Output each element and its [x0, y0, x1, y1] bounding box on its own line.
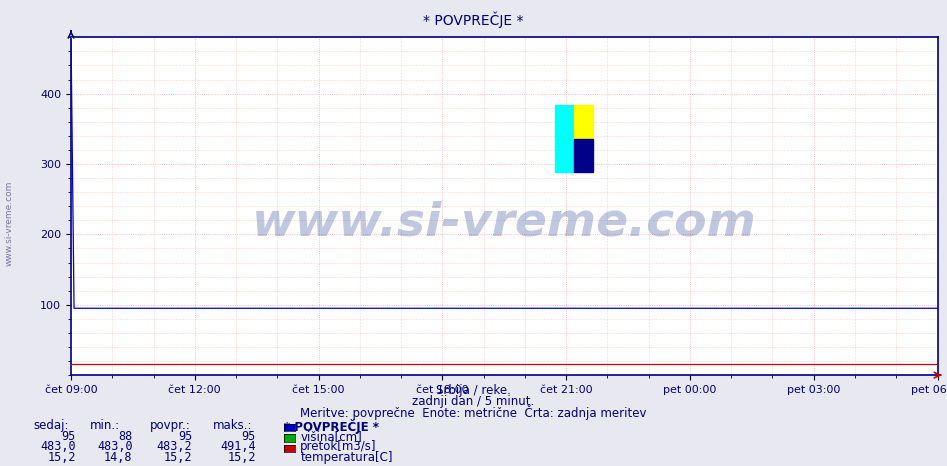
Text: 95: 95 — [178, 430, 192, 443]
Bar — [555, 105, 574, 172]
Text: 15,2: 15,2 — [227, 451, 256, 464]
Text: maks.:: maks.: — [213, 419, 253, 432]
Text: sedaj:: sedaj: — [33, 419, 68, 432]
Text: 95: 95 — [62, 430, 76, 443]
Text: povpr.:: povpr.: — [150, 419, 190, 432]
Text: * POVPREČJE *: * POVPREČJE * — [423, 12, 524, 28]
Text: www.si-vreme.com: www.si-vreme.com — [5, 181, 14, 267]
Text: 491,4: 491,4 — [220, 440, 256, 453]
Bar — [574, 105, 593, 139]
Text: 483,0: 483,0 — [97, 440, 133, 453]
Text: 483,2: 483,2 — [156, 440, 192, 453]
Text: 15,2: 15,2 — [47, 451, 76, 464]
Text: www.si-vreme.com: www.si-vreme.com — [252, 200, 757, 246]
Text: višina[cm]: višina[cm] — [300, 430, 362, 443]
Text: pretok[m3/s]: pretok[m3/s] — [300, 440, 377, 453]
Text: temperatura[C]: temperatura[C] — [300, 451, 393, 464]
Text: min.:: min.: — [90, 419, 120, 432]
Text: Srbija / reke.: Srbija / reke. — [436, 384, 511, 397]
Text: 483,0: 483,0 — [40, 440, 76, 453]
Text: 14,8: 14,8 — [104, 451, 133, 464]
Text: * POVPREČJE *: * POVPREČJE * — [284, 419, 379, 434]
Text: 15,2: 15,2 — [164, 451, 192, 464]
Text: 95: 95 — [241, 430, 256, 443]
Text: zadnji dan / 5 minut.: zadnji dan / 5 minut. — [412, 395, 535, 408]
Text: 88: 88 — [118, 430, 133, 443]
Bar — [574, 139, 593, 172]
Text: Meritve: povprečne  Enote: metrične  Črta: zadnja meritev: Meritve: povprečne Enote: metrične Črta:… — [300, 405, 647, 420]
